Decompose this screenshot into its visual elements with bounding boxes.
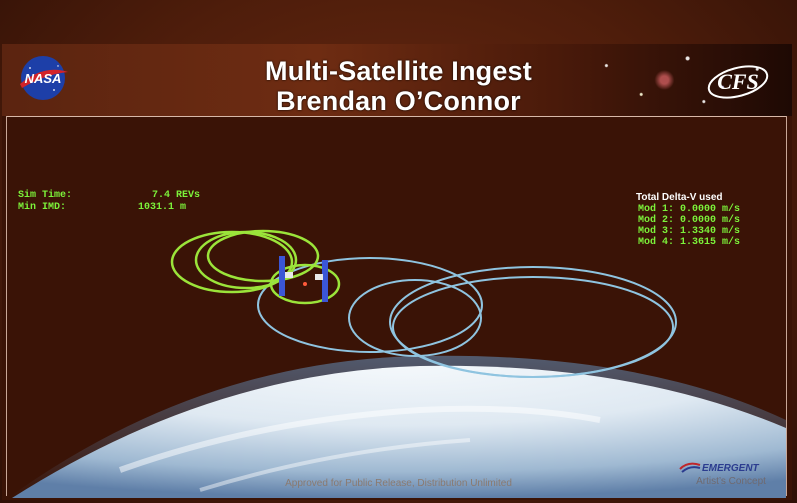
satellite-icon (315, 260, 328, 302)
emergent-logo-icon: EMERGENT (679, 462, 760, 474)
blue-orbit-4 (392, 276, 674, 378)
green-orbit-group (170, 229, 341, 305)
green-orbit-3 (206, 229, 320, 283)
earth-limb (8, 355, 786, 498)
delta-v-row: Mod 3: 1.3340 m/s (638, 226, 741, 237)
nasa-logo-icon: NASA (20, 56, 68, 100)
cfs-logo-icon: CFS (707, 65, 769, 99)
blue-orbit-group (257, 257, 677, 378)
slide-title: Multi-Satellite Ingest (265, 56, 532, 86)
delta-v-title: Total Delta-V used (636, 192, 723, 203)
sim-time-value: 7.4 REVs (151, 190, 200, 201)
sim-time-label: Sim Time: (18, 190, 73, 201)
green-orbit-4 (269, 263, 341, 305)
nasa-logo-text: NASA (25, 71, 62, 86)
satellite-icon (279, 256, 293, 296)
min-imd-label: Min IMD: (18, 202, 67, 213)
min-imd-value: 1031.1 m (137, 202, 186, 213)
frame-left-border (6, 116, 7, 496)
artists-concept-caption: Artist’s Concept (696, 476, 766, 487)
emergent-logo-text: EMERGENT (702, 463, 760, 474)
delta-v-row: Mod 4: 1.3615 m/s (638, 237, 741, 248)
presenter-name: Brendan O’Connor (276, 86, 521, 116)
blue-orbit-2 (348, 279, 482, 357)
starfield-decoration (560, 44, 792, 116)
frame-top-border (6, 116, 786, 117)
cfs-logo-text: CFS (717, 69, 759, 94)
delta-v-row: Mod 2: 0.0000 m/s (638, 215, 741, 226)
release-note: Approved for Public Release, Distributio… (285, 478, 512, 489)
frame-right-border (786, 116, 787, 496)
target-point-icon (303, 282, 307, 286)
delta-v-row: Mod 1: 0.0000 m/s (638, 204, 741, 215)
blue-orbit-1 (257, 257, 483, 353)
